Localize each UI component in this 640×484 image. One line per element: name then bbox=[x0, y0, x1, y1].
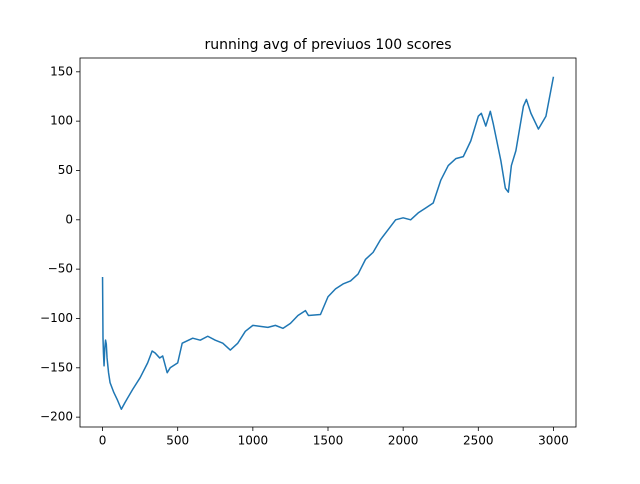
x-tick-label: 1000 bbox=[238, 434, 269, 448]
y-tick-label: 150 bbox=[50, 64, 73, 78]
y-tick-label: −50 bbox=[48, 262, 73, 276]
y-tick-label: −100 bbox=[40, 311, 73, 325]
y-tick-label: −200 bbox=[40, 410, 73, 424]
y-tick-label: 50 bbox=[58, 163, 73, 177]
x-tick-label: 2500 bbox=[463, 434, 494, 448]
axes-frame bbox=[79, 57, 577, 428]
x-tick-label: 500 bbox=[166, 434, 189, 448]
y-tick-label: −150 bbox=[40, 360, 73, 374]
chart-title: running avg of previuos 100 scores bbox=[204, 37, 451, 53]
line bbox=[101, 76, 555, 410]
x-tick-label: 1500 bbox=[313, 434, 344, 448]
x-tick-label: 2000 bbox=[388, 434, 419, 448]
y-tick-label: 0 bbox=[65, 212, 73, 226]
x-tick-label: 3000 bbox=[538, 434, 569, 448]
x-tick-label: 0 bbox=[99, 434, 107, 448]
y-tick-label: 100 bbox=[50, 114, 73, 128]
